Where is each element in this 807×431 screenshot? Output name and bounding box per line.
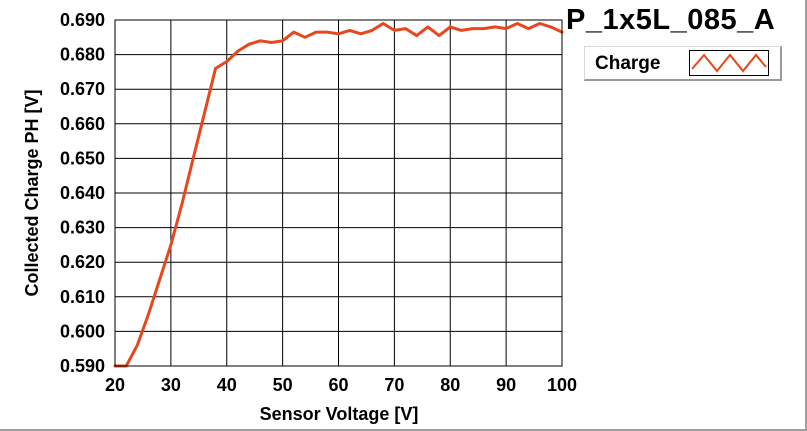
- data-point: [516, 22, 519, 25]
- y-tick-label: 0.630: [60, 218, 105, 238]
- x-tick-label: 20: [105, 375, 125, 395]
- data-point: [236, 49, 240, 53]
- data-point: [203, 112, 206, 115]
- data-point: [482, 27, 485, 30]
- data-point: [538, 22, 541, 25]
- y-tick-label: 0.590: [60, 356, 105, 376]
- data-point: [147, 312, 150, 316]
- x-tick-label: 90: [496, 375, 516, 395]
- series-layer: [113, 22, 564, 368]
- y-tick-label: 0.610: [60, 287, 105, 307]
- x-axis-label: Sensor Voltage [V]: [260, 404, 419, 424]
- y-tick-label: 0.620: [60, 252, 105, 272]
- y-tick-label: 0.650: [60, 148, 105, 168]
- data-point: [404, 27, 407, 30]
- data-point: [270, 41, 273, 44]
- data-point: [192, 157, 195, 160]
- data-point: [549, 25, 553, 29]
- data-point: [382, 22, 385, 25]
- x-axis-ticks: 20 30 40 50 60 70 80 90 100: [105, 375, 577, 395]
- grid-lines: [115, 20, 562, 366]
- x-tick-label: 80: [440, 375, 460, 395]
- legend: Charge: [584, 46, 782, 81]
- data-point: [471, 27, 474, 30]
- data-point: [426, 25, 430, 29]
- legend-label-charge: Charge: [595, 53, 661, 74]
- data-point: [326, 30, 329, 34]
- legend-line-sample: [691, 53, 767, 73]
- y-tick-label: 0.640: [60, 183, 105, 203]
- plot-frame: [114, 19, 563, 367]
- data-point: [259, 39, 262, 42]
- data-point: [348, 29, 351, 32]
- data-point: [225, 60, 228, 63]
- y-tick-label: 0.660: [60, 114, 105, 134]
- data-point: [281, 39, 284, 42]
- data-point: [437, 34, 441, 37]
- data-point: [303, 36, 307, 39]
- y-tick-label: 0.690: [60, 10, 105, 30]
- data-point: [359, 32, 363, 36]
- legend-line: [691, 53, 767, 73]
- data-point: [449, 25, 452, 29]
- data-point: [136, 344, 139, 347]
- data-point: [247, 43, 251, 46]
- x-tick-label: 40: [217, 375, 237, 395]
- data-point: [180, 202, 184, 205]
- legend-swatch-charge: [689, 50, 769, 76]
- y-tick-label: 0.670: [60, 79, 105, 99]
- data-point: [415, 34, 418, 37]
- x-tick-label: 50: [273, 375, 293, 395]
- data-point: [504, 27, 508, 30]
- data-point: [292, 30, 295, 34]
- data-point: [493, 25, 497, 29]
- y-axis-ticks: 0.590 0.600 0.610 0.620 0.630 0.640 0.650 0.660…: [60, 10, 105, 376]
- y-axis-label: Collected Charge PH [V]: [22, 89, 42, 296]
- chart-title: P_1x5L_085_A: [566, 4, 776, 36]
- x-tick-label: 60: [328, 375, 348, 395]
- data-point: [314, 30, 318, 34]
- data-point: [370, 29, 374, 32]
- data-point: [158, 278, 161, 281]
- x-tick-label: 100: [547, 375, 577, 395]
- data-point: [337, 32, 340, 36]
- data-point: [393, 29, 396, 32]
- y-tick-label: 0.600: [60, 321, 105, 341]
- data-point: [460, 29, 463, 32]
- y-tick-label: 0.680: [60, 45, 105, 65]
- data-point: [214, 67, 217, 70]
- x-tick-label: 30: [161, 375, 181, 395]
- data-point: [527, 27, 530, 30]
- data-point: [169, 243, 173, 247]
- x-tick-label: 70: [384, 375, 404, 395]
